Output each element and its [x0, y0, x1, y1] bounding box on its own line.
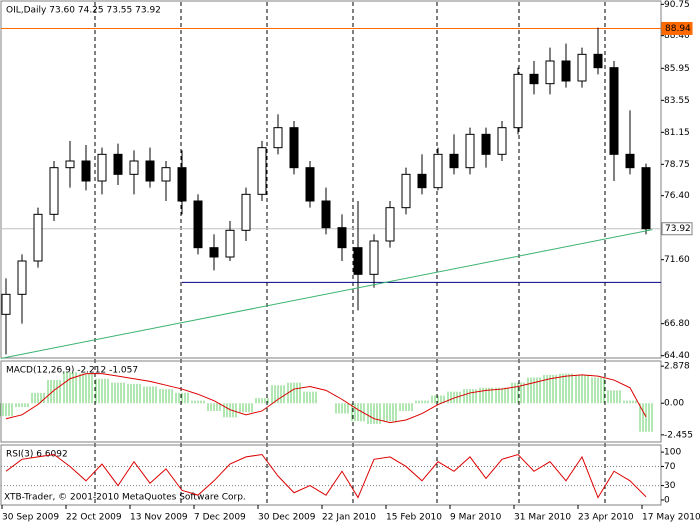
x-tick-label: 30 Sep 2009 — [2, 513, 59, 523]
candle-body — [401, 173, 411, 209]
price-label: 88.94 — [665, 24, 691, 34]
candle-body — [161, 167, 171, 182]
candle-body — [257, 147, 267, 195]
candle-body — [225, 229, 235, 258]
candle-body — [417, 173, 427, 189]
candle-body — [433, 153, 443, 189]
x-tick-label: 15 Feb 2010 — [386, 513, 442, 523]
y-tick-label: 76.40 — [664, 191, 690, 201]
candle-body — [129, 160, 139, 175]
candle-body — [321, 200, 331, 229]
candle-body — [481, 133, 491, 155]
chart-title: OIL,Daily 73.60 74.25 73.55 73.92 — [6, 6, 161, 16]
x-tick-label: 17 May 2010 — [642, 513, 700, 523]
y-tick-label: 78.75 — [664, 160, 690, 170]
y-tick-label: 30 — [664, 481, 676, 491]
candle-body — [449, 153, 459, 169]
candle-body — [81, 160, 91, 182]
candle-body — [577, 53, 587, 82]
x-tick-label: 23 Apr 2010 — [578, 513, 634, 523]
price-label-box — [661, 21, 693, 35]
candle-body — [113, 153, 123, 175]
candle-body — [97, 153, 107, 182]
y-tick-label: 2.878 — [664, 362, 690, 372]
indicator-title: MACD(12,26,9) -2.212 -1.057 — [6, 366, 138, 376]
y-tick-label: 66.80 — [664, 319, 690, 329]
candle-body — [305, 167, 315, 202]
y-tick-label: 81.15 — [664, 128, 690, 138]
candle-body — [17, 260, 27, 295]
candle-body — [625, 153, 635, 169]
candle-body — [49, 167, 59, 215]
y-tick-label: 90.75 — [664, 0, 690, 10]
candle-body — [609, 67, 619, 155]
candle-body — [241, 193, 251, 231]
x-tick-label: 22 Jan 2010 — [322, 513, 376, 523]
candle-body — [385, 207, 395, 242]
candle-body — [561, 60, 571, 82]
candle-body — [33, 213, 43, 262]
candle-body — [273, 127, 283, 149]
y-tick-label: 0.00 — [664, 399, 684, 409]
candle-body — [177, 167, 187, 202]
candle-body — [1, 293, 11, 315]
panel-border — [0, 444, 662, 506]
rsi-line — [5, 453, 647, 499]
candle-body — [369, 240, 379, 275]
footer: XTB-Trader, © 2001-2010 MetaQuotes Softw… — [4, 493, 246, 503]
y-tick-label: 88.40 — [664, 31, 690, 41]
trendline — [1, 229, 653, 359]
y-tick-label: 70 — [664, 462, 676, 472]
candle-body — [513, 73, 523, 129]
x-tick-label: 22 Oct 2009 — [66, 513, 122, 523]
candle-body — [337, 227, 347, 249]
y-tick-label: 100 — [664, 448, 681, 458]
candle-body — [145, 160, 155, 182]
y-tick-label: 71.60 — [664, 255, 690, 265]
panel-border — [0, 0, 662, 359]
candle-body — [641, 167, 651, 230]
price-label-box — [661, 222, 693, 236]
x-tick-label: 30 Dec 2009 — [258, 513, 316, 523]
panel-border — [0, 360, 662, 443]
candle-body — [497, 127, 507, 155]
y-tick-label: 0 — [664, 495, 670, 505]
x-tick-label: 13 Nov 2009 — [130, 513, 188, 523]
candle-body — [353, 247, 363, 275]
price-label: 73.92 — [665, 224, 691, 234]
y-tick-label: 83.55 — [664, 96, 690, 106]
candle-body — [545, 60, 555, 85]
candle-body — [593, 53, 603, 69]
candle-body — [465, 133, 475, 169]
candle-body — [529, 73, 539, 85]
x-tick-label: 9 Mar 2010 — [450, 513, 502, 523]
candle-body — [65, 160, 75, 169]
x-tick-label: 7 Dec 2009 — [194, 513, 246, 523]
candle-body — [289, 127, 299, 169]
y-tick-label: 64.40 — [664, 351, 690, 361]
y-tick-label: -2.455 — [664, 430, 693, 440]
x-tick-label: 31 Mar 2010 — [514, 513, 571, 523]
signal-line — [5, 373, 647, 424]
candle-body — [209, 247, 219, 258]
y-tick-label: 85.95 — [664, 64, 690, 74]
candle-body — [193, 200, 203, 249]
indicator-title: RSI(3) 6.6092 — [6, 450, 68, 460]
